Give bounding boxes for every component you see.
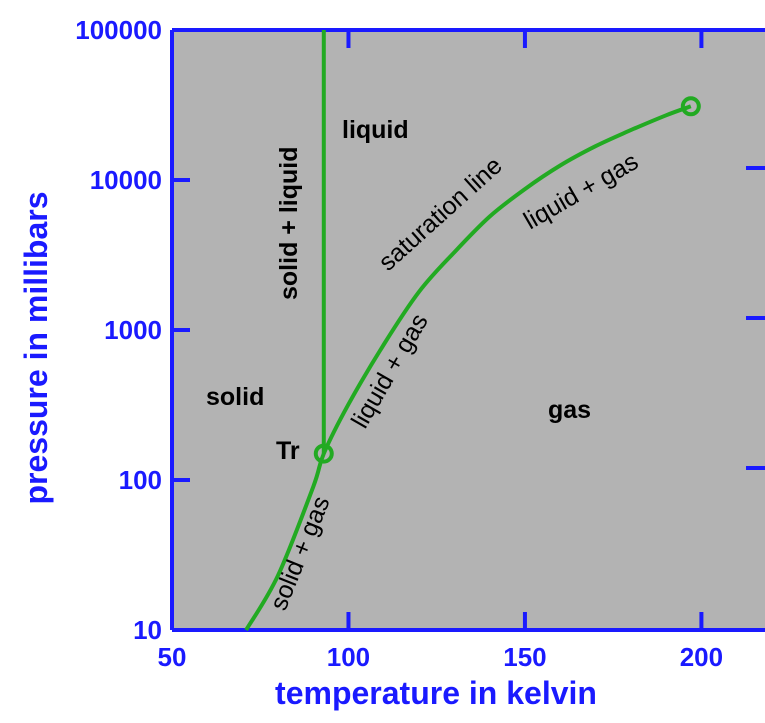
tick-labels: 10 100 1000 10000 100000 50 100 150 200 <box>75 15 723 672</box>
triple-point-marker <box>313 443 334 464</box>
critical-point-marker <box>680 96 701 117</box>
series-line-0 <box>244 104 692 632</box>
x-tick-label: 50 <box>158 642 187 672</box>
region-label-solid-liquid: solid + liquid <box>275 147 303 300</box>
y-tick-label: 100000 <box>75 15 162 45</box>
x-tick-label: 150 <box>503 642 546 672</box>
y-axis-title: pressure in millibars <box>18 191 54 504</box>
curve-layer <box>244 30 692 632</box>
y-tick-label: 1000 <box>104 315 162 345</box>
plot-background <box>172 30 765 630</box>
x-axis-title: temperature in kelvin <box>275 675 597 711</box>
y-tick-label: 100 <box>119 465 162 495</box>
region-label-liquid: liquid <box>342 116 409 144</box>
triple-point-label: Tr <box>276 437 300 465</box>
axis-ticks <box>172 30 765 630</box>
y-tick-label: 10000 <box>90 165 162 195</box>
region-label-solid: solid <box>206 383 264 411</box>
y-tick-label: 10 <box>133 615 162 645</box>
points-layer <box>313 96 701 464</box>
x-tick-label: 200 <box>680 642 723 672</box>
x-tick-label: 100 <box>327 642 370 672</box>
region-label-gas: gas <box>548 396 591 424</box>
